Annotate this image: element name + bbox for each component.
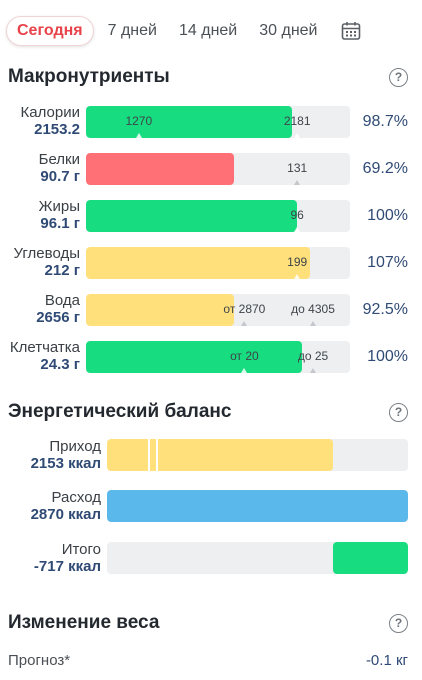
period-tabs: Сегодня 7 дней 14 дней 30 дней xyxy=(6,16,422,46)
macro-name: Белки xyxy=(38,151,80,168)
macro-percent: 100% xyxy=(367,348,408,365)
energy-bar-fill xyxy=(332,542,408,574)
macro-bar-fill xyxy=(86,106,292,138)
forecast-value: -0.1 кг xyxy=(365,652,408,669)
forecast-label: Прогноз* xyxy=(8,652,71,669)
macro-row-water: Вода 2656 г от 2870 до 4305 92.5% xyxy=(0,292,422,332)
macro-row-fiber: Клетчатка 24.3 г от 20 до 25 100% xyxy=(0,339,422,379)
energy-label: Приход 2153 ккал xyxy=(0,438,101,472)
macro-tick xyxy=(294,133,301,138)
macro-mark-max: до 4305 xyxy=(291,302,335,316)
macro-mark-min: 1270 xyxy=(125,114,153,128)
energy-bar xyxy=(107,439,408,471)
macro-bar-fill xyxy=(86,294,234,326)
macros-title: Макронутриенты xyxy=(8,66,170,87)
macro-percent: 92.5% xyxy=(362,301,408,318)
macro-tick xyxy=(135,133,142,138)
macro-mark-min: от 20 xyxy=(230,349,259,363)
energy-title: Энергетический баланс xyxy=(8,401,232,422)
macro-bar: от 20 до 25 xyxy=(86,341,350,373)
macro-bar-fill xyxy=(86,153,234,185)
macro-mark-target: 199 xyxy=(287,255,308,269)
macro-row-fat: Жиры 96.1 г 96 100% xyxy=(0,198,422,238)
macro-name: Клетчатка xyxy=(9,339,80,356)
macro-tick xyxy=(310,368,317,373)
macro-bar: 96 xyxy=(86,200,350,232)
weight-title: Изменение веса xyxy=(8,612,160,633)
tab-14-days[interactable]: 14 дней xyxy=(178,22,238,39)
energy-name: Итого xyxy=(61,541,101,558)
macros-help-icon[interactable]: ? xyxy=(389,68,408,87)
energy-segment-divider xyxy=(147,439,150,471)
macro-mark-max: 2181 xyxy=(283,114,311,128)
energy-row-intake: Приход 2153 ккал xyxy=(0,438,422,474)
macro-bar: 199 xyxy=(86,247,350,279)
macro-row-calories: Калории 2153.2 1270 2181 98.7% xyxy=(0,104,422,144)
macro-bar-fill xyxy=(86,247,311,279)
macro-bar: 1270 2181 xyxy=(86,106,350,138)
macro-name: Жиры xyxy=(38,198,80,215)
macro-tick xyxy=(294,274,301,279)
macro-value: 90.7 г xyxy=(40,168,80,185)
macro-tick xyxy=(310,321,317,326)
macro-percent: 69.2% xyxy=(362,160,408,177)
macro-label: Белки 90.7 г xyxy=(0,151,80,185)
macro-label: Калории 2153.2 xyxy=(0,104,80,138)
macro-mark-max: до 25 xyxy=(297,349,329,363)
tab-today[interactable]: Сегодня xyxy=(6,16,94,46)
energy-value: 2153 ккал xyxy=(30,455,101,472)
macro-label: Жиры 96.1 г xyxy=(0,198,80,232)
macro-label: Клетчатка 24.3 г xyxy=(0,339,80,373)
energy-value: -717 ккал xyxy=(33,558,101,575)
macro-value: 2153.2 xyxy=(34,121,80,138)
macro-percent: 100% xyxy=(367,207,408,224)
tab-7-days[interactable]: 7 дней xyxy=(107,22,157,39)
macro-row-carbs: Углеводы 212 г 199 107% xyxy=(0,245,422,285)
macro-bar: от 2870 до 4305 xyxy=(86,294,350,326)
macro-tick xyxy=(241,321,248,326)
energy-bar-fill xyxy=(107,490,408,522)
macro-name: Калории xyxy=(20,104,80,121)
macro-mark-min: от 2870 xyxy=(223,302,266,316)
macro-label: Вода 2656 г xyxy=(0,292,80,326)
energy-bar xyxy=(107,542,408,574)
energy-row-total: Итого -717 ккал xyxy=(0,541,422,577)
macro-tick xyxy=(294,227,301,232)
energy-bar-fill xyxy=(107,439,333,471)
macro-bar: 131 xyxy=(86,153,350,185)
macro-value: 24.3 г xyxy=(40,356,80,373)
macro-value: 212 г xyxy=(44,262,80,279)
macro-name: Углеводы xyxy=(13,245,80,262)
macro-mark-target: 96 xyxy=(290,208,304,222)
macro-name: Вода xyxy=(44,292,80,309)
energy-bar xyxy=(107,490,408,522)
macro-tick xyxy=(241,368,248,373)
energy-row-expense: Расход 2870 ккал xyxy=(0,489,422,525)
macro-mark-target: 131 xyxy=(287,161,308,175)
macro-value: 96.1 г xyxy=(40,215,80,232)
macro-percent: 98.7% xyxy=(362,113,408,130)
energy-label: Расход 2870 ккал xyxy=(0,489,101,523)
macro-row-protein: Белки 90.7 г 131 69.2% xyxy=(0,151,422,191)
macro-bar-fill xyxy=(86,200,298,232)
energy-help-icon[interactable]: ? xyxy=(389,403,408,422)
energy-value: 2870 ккал xyxy=(30,506,101,523)
macro-percent: 107% xyxy=(367,254,408,271)
energy-name: Расход xyxy=(51,489,101,506)
calendar-icon[interactable] xyxy=(341,21,361,41)
macro-label: Углеводы 212 г xyxy=(0,245,80,279)
macro-value: 2656 г xyxy=(36,309,80,326)
tab-30-days[interactable]: 30 дней xyxy=(259,22,318,39)
macro-tick xyxy=(294,180,301,185)
macro-bar-fill xyxy=(86,341,303,373)
energy-label: Итого -717 ккал xyxy=(0,541,101,575)
weight-help-icon[interactable]: ? xyxy=(389,614,408,633)
energy-segment-divider xyxy=(155,439,158,471)
energy-name: Приход xyxy=(49,438,101,455)
